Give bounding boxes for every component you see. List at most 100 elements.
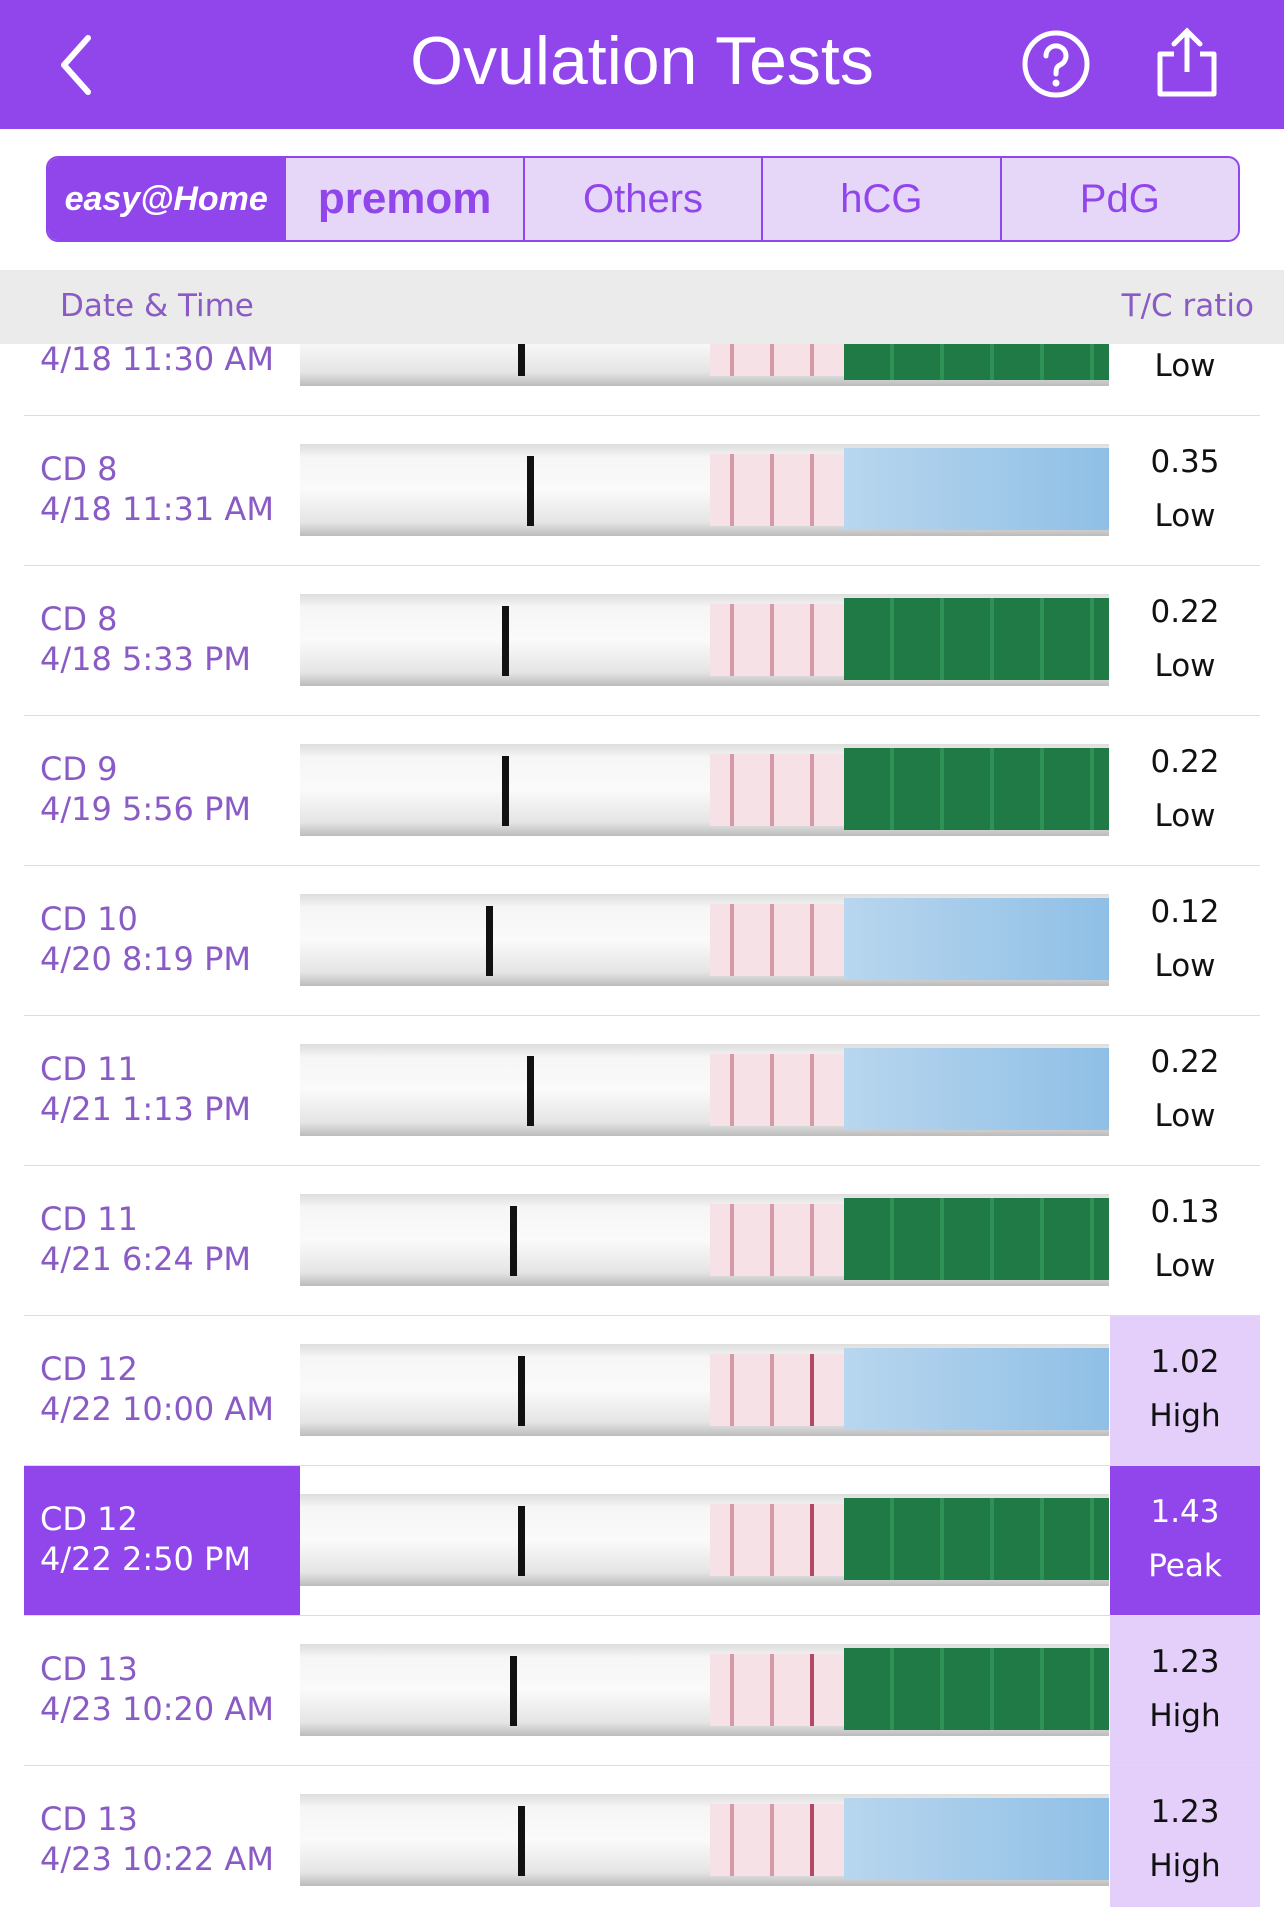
- share-button[interactable]: [1152, 26, 1222, 100]
- date-cell: CD 13 4/23 10:22 AM: [24, 1766, 300, 1907]
- test-row[interactable]: CD 13 4/23 10:22 AM 1.23 High: [0, 1766, 1284, 1907]
- strip-handle: [844, 1498, 1109, 1580]
- row-separator: [24, 1465, 1260, 1466]
- tab[interactable]: premom: [286, 158, 525, 240]
- strip-line: [770, 1354, 774, 1426]
- strip-line: [810, 344, 814, 376]
- tab[interactable]: Others: [525, 158, 764, 240]
- test-strip-photo: [300, 594, 1109, 686]
- date-cell: CD 10 4/20 8:19 PM: [24, 866, 300, 1015]
- test-row[interactable]: CD 12 4/22 2:50 PM 1.43 Peak: [0, 1466, 1284, 1616]
- page-title: Ovulation Tests: [410, 23, 874, 99]
- strip-handle: [844, 344, 1109, 380]
- test-row[interactable]: CD 11 4/21 6:24 PM 0.13 Low: [0, 1166, 1284, 1316]
- strip-line: [770, 1204, 774, 1276]
- strip-line: [810, 604, 814, 676]
- level: Low: [1154, 1248, 1216, 1284]
- date-time: 4/18 11:30 AM: [40, 344, 274, 378]
- row-separator: [24, 1165, 1260, 1166]
- test-strip-photo: [300, 1644, 1109, 1736]
- test-row[interactable]: CD 9 4/19 5:56 PM 0.22 Low: [0, 716, 1284, 866]
- ratio-cell: 0.22 Low: [1110, 716, 1260, 865]
- row-separator: [24, 715, 1260, 716]
- tab[interactable]: PdG: [1079, 176, 1160, 221]
- help-button[interactable]: [1020, 28, 1092, 100]
- date-cell: CD 8 4/18 11:31 AM: [24, 416, 300, 565]
- test-row[interactable]: CD 10 4/20 8:19 PM 0.12 Low: [0, 866, 1284, 1016]
- strip-line: [770, 754, 774, 826]
- ratio-cell: Low: [1110, 344, 1260, 415]
- level: Low: [1154, 648, 1216, 684]
- back-button[interactable]: [52, 30, 102, 100]
- strip-line: [810, 1354, 814, 1426]
- strip-line: [770, 1654, 774, 1726]
- test-row[interactable]: 4/18 11:30 AM Low: [0, 344, 1284, 416]
- control-mark: [518, 1356, 526, 1426]
- tc-ratio: 0.22: [1150, 594, 1220, 630]
- strip-line: [730, 344, 734, 376]
- strip-line: [730, 1054, 734, 1126]
- tc-ratio: 1.02: [1150, 1344, 1220, 1380]
- tc-ratio: 1.23: [1150, 1644, 1220, 1680]
- date-cell: CD 13 4/23 10:20 AM: [24, 1616, 300, 1765]
- test-strip-photo: [300, 1344, 1109, 1436]
- control-mark: [486, 906, 494, 976]
- test-row[interactable]: CD 12 4/22 10:00 AM 1.02 High: [0, 1316, 1284, 1466]
- date-time: 4/21 6:24 PM: [40, 1240, 251, 1278]
- ratio-cell: 0.12 Low: [1110, 866, 1260, 1015]
- ratio-cell: 1.23 High: [1110, 1616, 1260, 1765]
- test-row[interactable]: CD 11 4/21 1:13 PM 0.22 Low: [0, 1016, 1284, 1166]
- level: High: [1149, 1398, 1221, 1434]
- control-mark: [518, 344, 526, 376]
- control-mark: [526, 1056, 534, 1126]
- strip-line: [730, 1204, 734, 1276]
- strip-handle: [844, 1648, 1109, 1730]
- strip-line: [730, 1504, 734, 1576]
- control-mark: [518, 1806, 526, 1876]
- level: Low: [1154, 948, 1216, 984]
- test-row[interactable]: CD 8 4/18 5:33 PM 0.22 Low: [0, 566, 1284, 716]
- test-row[interactable]: CD 13 4/23 10:20 AM 1.23 High: [0, 1616, 1284, 1766]
- level: Low: [1154, 348, 1216, 384]
- tab[interactable]: hCG: [763, 158, 1002, 240]
- strip-line: [810, 904, 814, 976]
- cycle-day: CD 12: [40, 1350, 138, 1388]
- strip-line: [770, 604, 774, 676]
- control-mark: [526, 456, 534, 526]
- test-strip-photo: [300, 1194, 1109, 1286]
- ratio-cell: 0.22 Low: [1110, 566, 1260, 715]
- strip-line: [810, 1504, 814, 1576]
- strip-line: [770, 1504, 774, 1576]
- cycle-day: CD 11: [40, 1050, 138, 1088]
- strip-line: [730, 754, 734, 826]
- strip-line: [810, 754, 814, 826]
- level: Low: [1154, 798, 1216, 834]
- date-cell: CD 12 4/22 10:00 AM: [24, 1316, 300, 1465]
- cycle-day: CD 13: [40, 1650, 138, 1688]
- level: Low: [1154, 498, 1216, 534]
- column-header: Date & Time T/C ratio: [0, 270, 1284, 344]
- test-strip-photo: [300, 444, 1109, 536]
- cycle-day: CD 8: [40, 600, 118, 638]
- control-mark: [510, 1656, 518, 1726]
- ratio-cell: 1.23 High: [1110, 1766, 1260, 1907]
- strip-line: [770, 454, 774, 526]
- strip-line: [770, 1054, 774, 1126]
- strip-line: [770, 904, 774, 976]
- row-separator: [24, 1765, 1260, 1766]
- date-time: 4/20 8:19 PM: [40, 940, 251, 978]
- date-time: 4/22 10:00 AM: [40, 1390, 274, 1428]
- strip-handle: [844, 1798, 1109, 1880]
- strip-line: [730, 1654, 734, 1726]
- date-cell: CD 11 4/21 6:24 PM: [24, 1166, 300, 1315]
- strip-handle: [844, 1348, 1109, 1430]
- strip-handle: [844, 1198, 1109, 1280]
- cycle-day: CD 11: [40, 1200, 138, 1238]
- tab[interactable]: easy@Home: [48, 158, 287, 240]
- level: High: [1149, 1698, 1221, 1734]
- test-row[interactable]: CD 8 4/18 11:31 AM 0.35 Low: [0, 416, 1284, 566]
- date-time: 4/18 5:33 PM: [40, 640, 251, 678]
- test-strip-photo: [300, 344, 1109, 386]
- ratio-cell: 0.35 Low: [1110, 416, 1260, 565]
